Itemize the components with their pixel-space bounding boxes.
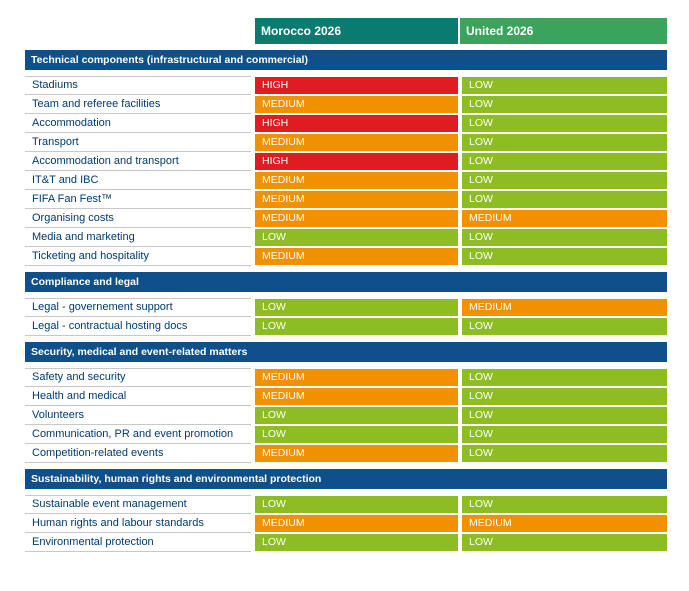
risk-level-united: LOW	[462, 318, 667, 335]
risk-level-united: LOW	[462, 153, 667, 170]
section: Compliance and legal Legal - governement …	[25, 272, 667, 336]
row-label: Media and marketing	[32, 231, 135, 243]
row-label: Accommodation and transport	[32, 155, 179, 167]
risk-level-morocco: MEDIUM	[255, 134, 458, 151]
table-row: Ticketing and hospitality MEDIUM LOW	[25, 247, 667, 266]
table-row: Accommodation HIGH LOW	[25, 114, 667, 133]
row-label: Ticketing and hospitality	[32, 250, 149, 262]
risk-level-morocco: MEDIUM	[255, 515, 458, 532]
risk-level-united: LOW	[462, 534, 667, 551]
row-label: Environmental protection	[32, 536, 154, 548]
row-label: Sustainable event management	[32, 498, 187, 510]
risk-level-morocco: LOW	[255, 229, 458, 246]
table-row: Accommodation and transport HIGH LOW	[25, 152, 667, 171]
table-row: Organising costs MEDIUM MEDIUM	[25, 209, 667, 228]
risk-level-morocco: LOW	[255, 407, 458, 424]
section-title: Compliance and legal	[25, 272, 667, 292]
column-header-row: Morocco 2026 United 2026	[25, 18, 667, 44]
table-row: Environmental protection LOW LOW	[25, 533, 667, 552]
risk-level-united: LOW	[462, 407, 667, 424]
column-header-morocco: Morocco 2026	[255, 18, 458, 44]
row-label: FIFA Fan Fest™	[32, 193, 113, 205]
row-label: Health and medical	[32, 390, 127, 402]
risk-level-morocco: HIGH	[255, 153, 458, 170]
table-row: Legal - contractual hosting docs LOW LOW	[25, 317, 667, 336]
risk-level-morocco: MEDIUM	[255, 210, 458, 227]
risk-level-united: LOW	[462, 445, 667, 462]
section-title: Technical components (infrastructural an…	[25, 50, 667, 70]
row-label: Legal - contractual hosting docs	[32, 320, 188, 332]
section: Sustainability, human rights and environ…	[25, 469, 667, 552]
risk-level-morocco: LOW	[255, 318, 458, 335]
risk-level-united: LOW	[462, 229, 667, 246]
table-row: Health and medical MEDIUM LOW	[25, 387, 667, 406]
table-row: Media and marketing LOW LOW	[25, 228, 667, 247]
risk-level-morocco: LOW	[255, 426, 458, 443]
risk-level-morocco: MEDIUM	[255, 191, 458, 208]
row-label: Human rights and labour standards	[32, 517, 204, 529]
risk-level-united: MEDIUM	[462, 299, 667, 316]
table-row: Human rights and labour standards MEDIUM M…	[25, 514, 667, 533]
row-label: Legal - governement support	[32, 301, 173, 313]
section: Technical components (infrastructural an…	[25, 50, 667, 266]
row-label: Organising costs	[32, 212, 114, 224]
risk-level-united: MEDIUM	[462, 515, 667, 532]
risk-level-united: LOW	[462, 426, 667, 443]
table-row: Transport MEDIUM LOW	[25, 133, 667, 152]
row-label: Volunteers	[32, 409, 84, 421]
risk-level-morocco: LOW	[255, 299, 458, 316]
risk-level-united: LOW	[462, 369, 667, 386]
risk-level-morocco: MEDIUM	[255, 96, 458, 113]
table-row: FIFA Fan Fest™ MEDIUM LOW	[25, 190, 667, 209]
risk-level-united: MEDIUM	[462, 210, 667, 227]
risk-level-united: LOW	[462, 248, 667, 265]
risk-level-united: LOW	[462, 172, 667, 189]
column-header-united: United 2026	[460, 18, 667, 44]
row-label: IT&T and IBC	[32, 174, 99, 186]
risk-level-united: LOW	[462, 134, 667, 151]
table-row: Safety and security MEDIUM LOW	[25, 368, 667, 387]
risk-level-morocco: HIGH	[255, 115, 458, 132]
sections-container: Technical components (infrastructural an…	[25, 50, 667, 552]
table-row: IT&T and IBC MEDIUM LOW	[25, 171, 667, 190]
table-row: Competition-related events MEDIUM LOW	[25, 444, 667, 463]
table-row: Stadiums HIGH LOW	[25, 76, 667, 95]
row-label: Competition-related events	[32, 447, 164, 459]
risk-assessment-table: Morocco 2026 United 2026 Technical compo…	[25, 18, 667, 552]
table-row: Team and referee facilities MEDIUM LOW	[25, 95, 667, 114]
table-row: Communication, PR and event promotion LOW…	[25, 425, 667, 444]
risk-level-united: LOW	[462, 115, 667, 132]
risk-level-morocco: MEDIUM	[255, 388, 458, 405]
row-label: Team and referee facilities	[32, 98, 161, 110]
risk-level-morocco: MEDIUM	[255, 369, 458, 386]
row-label: Communication, PR and event promotion	[32, 428, 234, 440]
risk-level-morocco: MEDIUM	[255, 445, 458, 462]
section-title: Sustainability, human rights and environ…	[25, 469, 667, 489]
table-row: Sustainable event management LOW LOW	[25, 495, 667, 514]
risk-level-united: LOW	[462, 496, 667, 513]
table-row: Volunteers LOW LOW	[25, 406, 667, 425]
risk-level-united: LOW	[462, 388, 667, 405]
risk-level-morocco: MEDIUM	[255, 248, 458, 265]
row-label: Stadiums	[32, 79, 78, 91]
row-label: Accommodation	[32, 117, 111, 129]
table-row: Legal - governement support LOW MEDIUM	[25, 298, 667, 317]
risk-level-united: LOW	[462, 77, 667, 94]
section-title: Security, medical and event-related matt…	[25, 342, 667, 362]
row-label: Safety and security	[32, 371, 126, 383]
risk-level-united: LOW	[462, 191, 667, 208]
risk-level-morocco: HIGH	[255, 77, 458, 94]
risk-level-morocco: LOW	[255, 496, 458, 513]
risk-level-morocco: MEDIUM	[255, 172, 458, 189]
risk-level-united: LOW	[462, 96, 667, 113]
section: Security, medical and event-related matt…	[25, 342, 667, 463]
risk-level-morocco: LOW	[255, 534, 458, 551]
row-label: Transport	[32, 136, 79, 148]
